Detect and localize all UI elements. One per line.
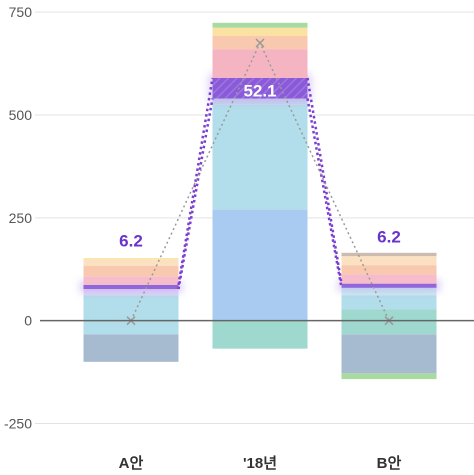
y-tick-label: 500: [9, 107, 33, 123]
bar-segment: [341, 256, 437, 266]
bar-segment: [212, 27, 308, 36]
bar-segment: [341, 373, 437, 380]
y-tick-label: -250: [4, 416, 32, 432]
bars: [79, 22, 441, 380]
labels: 6.2 52.1 6.2: [119, 81, 401, 250]
bar-segment: [83, 265, 179, 277]
value-label: 52.1: [243, 81, 276, 100]
bar-segment: [341, 295, 437, 310]
y-tick-label: 0: [24, 313, 32, 329]
x-marker-stroke: [255, 38, 265, 48]
bar-segment: [341, 252, 437, 257]
purple-connector: [177, 98, 214, 290]
x-category-label: B안: [377, 454, 402, 472]
bar-segment: [83, 258, 179, 260]
bar-segment: [83, 259, 179, 266]
purple-connector: [306, 98, 343, 288]
x-category-label: '18년: [243, 455, 277, 472]
bar-segment-highlight: [341, 283, 437, 288]
bar-segment: [212, 104, 308, 210]
x-marker: [255, 38, 265, 48]
bar-segment: [83, 276, 179, 285]
bar-segment: [83, 334, 179, 362]
y-tick-label: 250: [9, 210, 33, 226]
bar-segment: [83, 320, 179, 335]
bar-segment: [212, 22, 308, 28]
bar-segment: [83, 295, 179, 321]
x-category-label: A안: [119, 454, 144, 472]
bar-segment: [341, 274, 437, 284]
bar-segment-highlight: [83, 284, 179, 290]
bar-segment: [212, 320, 308, 349]
bar-segment: [341, 334, 437, 374]
value-label: 6.2: [119, 231, 143, 250]
bar-segment: [341, 265, 437, 275]
purple-connector: [306, 77, 343, 284]
bar-segment: [212, 209, 308, 321]
purple-connector: [177, 77, 214, 286]
y-tick-label: 750: [9, 4, 33, 20]
value-label: 6.2: [377, 227, 401, 246]
axes: 750 500 250 0 -250 A안 '18년 B안: [4, 4, 474, 472]
bar-segment: [212, 49, 308, 78]
